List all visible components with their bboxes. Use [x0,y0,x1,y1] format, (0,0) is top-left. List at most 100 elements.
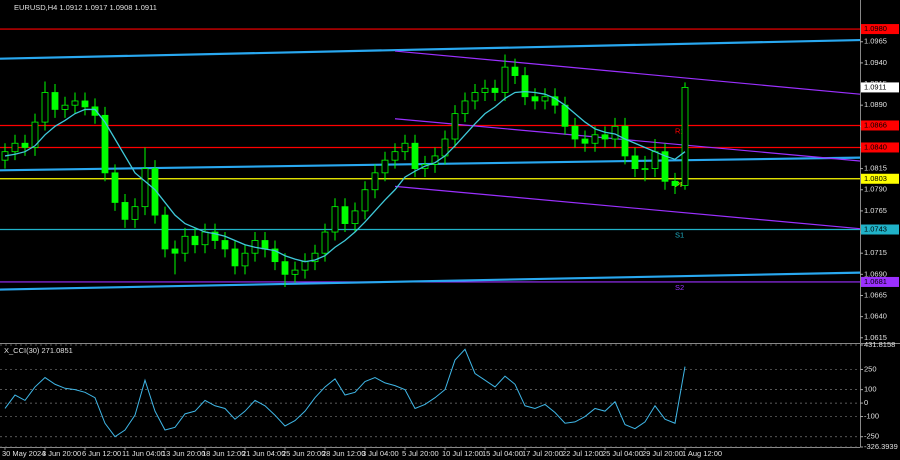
level-label-box [861,120,899,131]
candle-body [301,261,309,271]
last-price-label: 1.0911 [864,82,886,91]
x-tick-label: 17 Jul 20:00 [522,449,563,458]
trend-line [0,271,861,291]
candle-body [571,125,579,140]
candle-body [31,121,39,148]
candle-body [521,75,529,98]
x-tick-label: 25 Jul 04:00 [602,449,643,458]
x-tick-label: 6 Jun 12:00 [82,449,121,458]
y-tick-label: 100 [864,385,877,394]
candle-body [391,151,399,161]
candle-body [661,151,669,182]
candle-body [681,87,689,186]
candle-body [591,134,599,144]
level-text: R1 [675,126,685,135]
x-tick-label: 21 Jun 04:00 [242,449,285,458]
candle-body [41,92,49,123]
candle-body [291,269,299,275]
x-tick-label: 3 Jun 20:00 [42,449,81,458]
y-tick-label: 1.0790 [864,185,887,194]
candle-body [51,92,59,110]
candle-body [201,231,209,246]
x-tick-label: 30 May 2024 [2,449,45,458]
x-tick-label: 15 Jul 04:00 [482,449,523,458]
candle-body [631,155,639,170]
candle-body [501,66,509,93]
candle-body [81,100,89,108]
trend-line [394,50,861,95]
candle-body [111,172,119,203]
y-tick-label: 1.0815 [864,164,887,173]
level-label: 1.0866 [864,120,887,129]
moving-average [4,90,686,263]
level-text: PP [675,180,685,189]
candle-body [91,106,99,116]
cci-line [4,348,686,438]
candle-body [261,240,269,250]
candle-body [491,87,499,93]
y-tick-label: -100 [864,412,879,421]
candle-body [101,114,109,174]
level-label-box [861,142,899,153]
level-label-box [861,276,899,287]
y-tick-label: 1.0615 [864,333,887,342]
candle-body [11,142,19,153]
candle-body [601,134,609,140]
candle-body [171,248,179,254]
candle-body [611,125,619,140]
y-tick-label: 1.0665 [864,290,887,299]
y-tick-label: 1.0640 [864,312,887,321]
y-tick-label: 1.0690 [864,269,887,278]
candle-body [371,172,379,191]
x-tick-label: 25 Jun 20:00 [282,449,325,458]
level-text: S1 [675,230,684,239]
x-tick-label: 18 Jun 12:00 [202,449,245,458]
candle-body [211,231,219,241]
y-tick-label: 431.8158 [864,340,895,349]
candle-body [461,100,469,115]
candle-body [341,206,349,224]
candle-body [451,113,459,140]
last-price-box [861,82,899,93]
candle-body [161,214,169,250]
level-label: 1.0743 [864,224,887,233]
candle-body [181,235,189,254]
y-tick-label: 1.0940 [864,58,887,67]
x-tick-label: 13 Jun 20:00 [162,449,205,458]
candle-body [361,189,369,212]
x-tick-label: 29 Jul 20:00 [642,449,683,458]
candle-body [541,96,549,102]
y-tick-label: 0 [864,398,868,407]
trend-line [394,185,861,230]
candle-body [191,235,199,246]
candle-body [221,240,229,250]
y-tick-label: 1.0765 [864,206,887,215]
candle-body [321,231,329,254]
trend-line [0,38,861,60]
candle-body [311,252,319,263]
y-tick-label: 1.0965 [864,37,887,46]
x-tick-label: 22 Jul 12:00 [562,449,603,458]
candle-body [231,248,239,267]
candle-body [621,125,629,157]
x-tick-label: 5 Jul 20:00 [402,449,439,458]
symbol-header: EURUSD,H4 1.0912 1.0917 1.0908 1.0911 [14,3,157,12]
candle-body [71,100,79,106]
y-tick-label: -250 [864,432,879,441]
indicator-title: X_CCI(30) 271.0851 [4,346,73,355]
candle-body [531,96,539,102]
level-text: S2 [675,283,684,292]
candle-body [271,248,279,263]
y-tick-label: 1.0715 [864,248,887,257]
y-tick-label: 1.0890 [864,100,887,109]
level-label: 1.0803 [864,174,887,183]
level-label: 1.0840 [864,142,887,151]
candle-body [151,168,159,216]
candle-body [241,252,249,267]
candle-body [21,142,29,148]
level-label-box [861,24,899,35]
candle-body [351,210,359,224]
candle-body [511,66,519,76]
candle-body [141,168,149,208]
